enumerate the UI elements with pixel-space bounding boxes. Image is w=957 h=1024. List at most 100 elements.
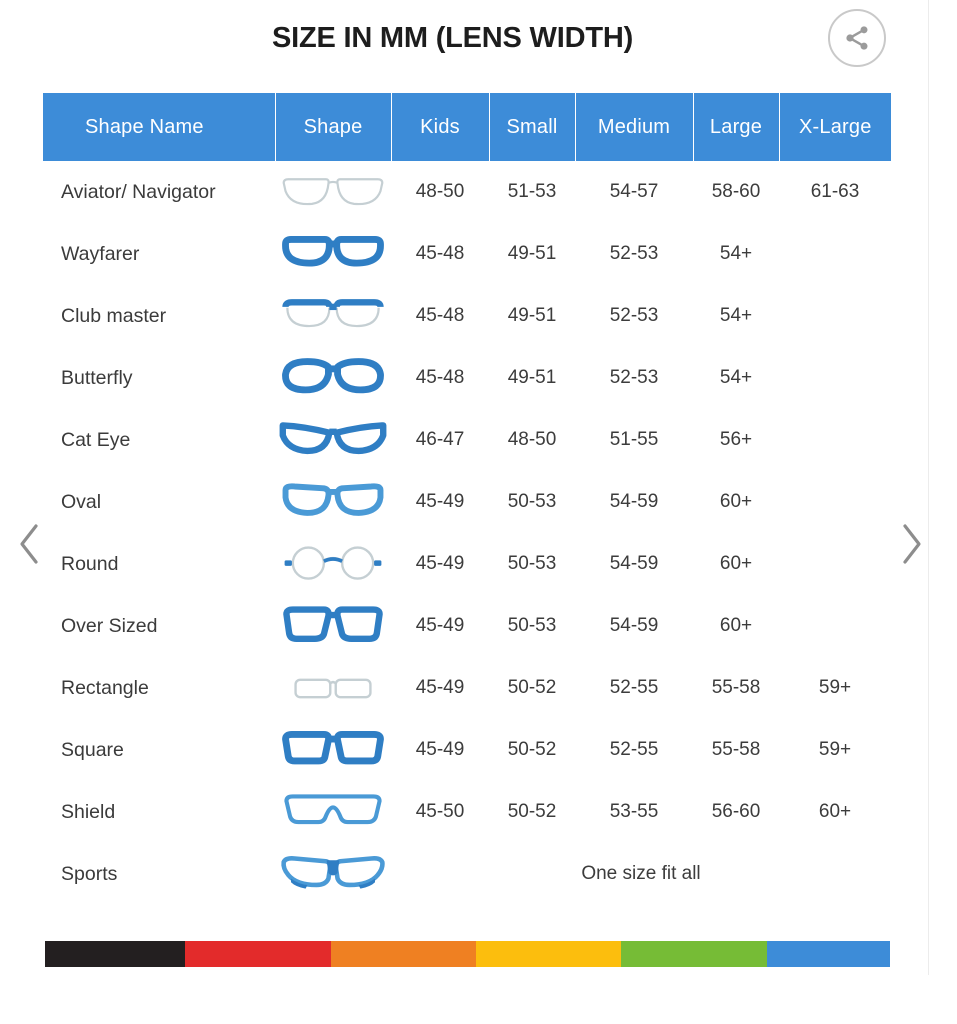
size-cell-kids: 45-48 bbox=[391, 285, 489, 347]
table-row[interactable]: Oval 45-49 50-53 54-59 60+ bbox=[43, 471, 891, 533]
size-cell-small: 48-50 bbox=[489, 409, 575, 471]
column-header-xlarge[interactable]: X-Large bbox=[779, 93, 891, 161]
share-button[interactable] bbox=[828, 9, 886, 67]
glasses-square-icon bbox=[275, 719, 391, 781]
size-cell-kids: 45-49 bbox=[391, 595, 489, 657]
size-cell-kids: 45-49 bbox=[391, 533, 489, 595]
size-cell-medium: 54-59 bbox=[575, 533, 693, 595]
shape-name-cell: Square bbox=[43, 719, 275, 781]
size-cell-small: 50-52 bbox=[489, 657, 575, 719]
glasses-butterfly-icon bbox=[275, 347, 391, 409]
size-cell-medium: 54-59 bbox=[575, 471, 693, 533]
size-cell-medium: 52-55 bbox=[575, 657, 693, 719]
size-table: Shape Name Shape Kids Small Medium Large… bbox=[43, 93, 891, 905]
size-cell-large: 56+ bbox=[693, 409, 779, 471]
size-cell-xlarge bbox=[779, 285, 891, 347]
size-cell-small: 50-53 bbox=[489, 595, 575, 657]
size-cell-xlarge: 60+ bbox=[779, 781, 891, 843]
size-cell-small: 49-51 bbox=[489, 285, 575, 347]
table-row[interactable]: Shield 45-50 50-52 53-55 56-60 60+ bbox=[43, 781, 891, 843]
size-cell-xlarge bbox=[779, 595, 891, 657]
size-cell-xlarge bbox=[779, 533, 891, 595]
size-cell-large: 54+ bbox=[693, 347, 779, 409]
size-cell-xlarge bbox=[779, 347, 891, 409]
one-size-cell: One size fit all bbox=[391, 843, 891, 905]
column-header-small[interactable]: Small bbox=[489, 93, 576, 161]
size-cell-kids: 45-49 bbox=[391, 719, 489, 781]
table-row[interactable]: Sports One size fit all bbox=[43, 843, 891, 905]
size-cell-medium: 52-53 bbox=[575, 347, 693, 409]
color-bar bbox=[45, 941, 890, 967]
table-row[interactable]: Cat Eye 46-47 48-50 51-55 56+ bbox=[43, 409, 891, 471]
glasses-shield-icon bbox=[275, 781, 391, 843]
card-edge-divider bbox=[928, 0, 929, 975]
glasses-rectangle-icon bbox=[275, 657, 391, 719]
shape-name-cell: Shield bbox=[43, 781, 275, 843]
glasses-oversized-icon bbox=[275, 595, 391, 657]
shape-name-cell: Sports bbox=[43, 843, 275, 905]
size-cell-xlarge bbox=[779, 409, 891, 471]
size-cell-small: 51-53 bbox=[489, 161, 575, 223]
size-cell-medium: 52-53 bbox=[575, 285, 693, 347]
size-cell-kids: 45-49 bbox=[391, 657, 489, 719]
size-cell-xlarge: 59+ bbox=[779, 719, 891, 781]
column-header-large[interactable]: Large bbox=[693, 93, 780, 161]
size-table-container: Shape Name Shape Kids Small Medium Large… bbox=[43, 93, 891, 905]
color-bar-segment-green bbox=[621, 941, 767, 967]
size-cell-kids: 45-50 bbox=[391, 781, 489, 843]
color-bar-segment-black bbox=[45, 941, 186, 967]
table-row[interactable]: Club master 45-48 49-51 52-53 54+ bbox=[43, 285, 891, 347]
size-cell-small: 49-51 bbox=[489, 223, 575, 285]
table-body: Aviator/ Navigator 48-50 51-53 54-57 58-60 61… bbox=[43, 161, 891, 905]
table-row[interactable]: Rectangle 45-49 50-52 52-55 55-58 59+ bbox=[43, 657, 891, 719]
size-cell-small: 50-52 bbox=[489, 781, 575, 843]
shape-name-cell: Over Sized bbox=[43, 595, 275, 657]
table-row[interactable]: Over Sized 45-49 50-53 54-59 60+ bbox=[43, 595, 891, 657]
table-row[interactable]: Butterfly 45-48 49-51 52-53 54+ bbox=[43, 347, 891, 409]
size-cell-kids: 45-48 bbox=[391, 347, 489, 409]
shape-name-cell: Aviator/ Navigator bbox=[43, 161, 275, 223]
column-header-shape-name[interactable]: Shape Name bbox=[43, 93, 276, 161]
shape-name-cell: Oval bbox=[43, 471, 275, 533]
glasses-oval-icon bbox=[275, 471, 391, 533]
table-row[interactable]: Round 45-49 50-53 54-59 60+ bbox=[43, 533, 891, 595]
color-bar-segment-orange bbox=[330, 941, 476, 967]
shape-name-cell: Rectangle bbox=[43, 657, 275, 719]
table-row[interactable]: Aviator/ Navigator 48-50 51-53 54-57 58-60 61… bbox=[43, 161, 891, 223]
column-header-kids[interactable]: Kids bbox=[391, 93, 490, 161]
size-cell-medium: 51-55 bbox=[575, 409, 693, 471]
shape-name-cell: Club master bbox=[43, 285, 275, 347]
table-row[interactable]: Square 45-49 50-52 52-55 55-58 59+ bbox=[43, 719, 891, 781]
glasses-sports-icon bbox=[275, 843, 391, 905]
next-arrow-button[interactable] bbox=[888, 518, 934, 570]
shape-name-cell: Wayfarer bbox=[43, 223, 275, 285]
shape-name-cell: Butterfly bbox=[43, 347, 275, 409]
size-cell-kids: 45-49 bbox=[391, 471, 489, 533]
size-cell-small: 50-53 bbox=[489, 471, 575, 533]
glasses-aviator-icon bbox=[275, 161, 391, 223]
size-cell-xlarge bbox=[779, 223, 891, 285]
size-cell-small: 50-52 bbox=[489, 719, 575, 781]
column-header-medium[interactable]: Medium bbox=[575, 93, 694, 161]
size-cell-large: 56-60 bbox=[693, 781, 779, 843]
column-header-shape[interactable]: Shape bbox=[275, 93, 392, 161]
size-cell-small: 50-53 bbox=[489, 533, 575, 595]
shape-name-cell: Cat Eye bbox=[43, 409, 275, 471]
glasses-wayfarer-icon bbox=[275, 223, 391, 285]
color-bar-segment-blue bbox=[766, 941, 890, 967]
chevron-right-icon bbox=[903, 524, 921, 564]
size-cell-medium: 53-55 bbox=[575, 781, 693, 843]
size-cell-large: 54+ bbox=[693, 285, 779, 347]
glasses-cateye-icon bbox=[275, 409, 391, 471]
share-icon bbox=[846, 26, 868, 50]
prev-arrow-button[interactable] bbox=[6, 518, 52, 570]
size-cell-kids: 48-50 bbox=[391, 161, 489, 223]
size-cell-large: 54+ bbox=[693, 223, 779, 285]
size-cell-large: 58-60 bbox=[693, 161, 779, 223]
size-cell-medium: 54-57 bbox=[575, 161, 693, 223]
glasses-clubmaster-icon bbox=[275, 285, 391, 347]
table-row[interactable]: Wayfarer 45-48 49-51 52-53 54+ bbox=[43, 223, 891, 285]
size-cell-kids: 45-48 bbox=[391, 223, 489, 285]
size-cell-kids: 46-47 bbox=[391, 409, 489, 471]
